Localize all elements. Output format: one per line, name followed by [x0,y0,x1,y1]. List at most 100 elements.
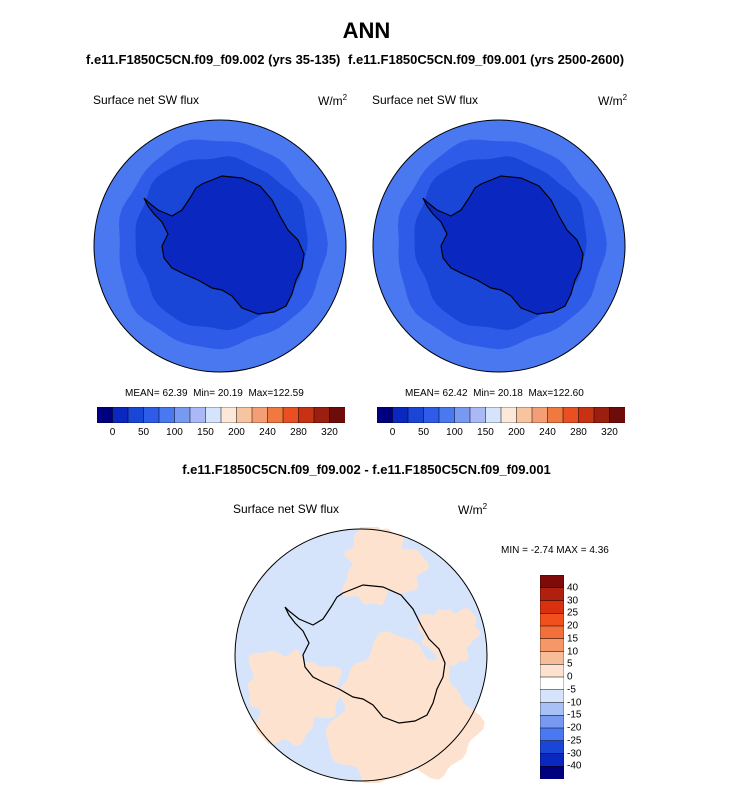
colorbar-swatch [158,407,176,423]
colorbar-tick-label: 150 [477,427,494,438]
coastline [284,584,446,724]
colorbar-swatch [485,407,502,423]
colorbar-swatch [438,407,456,423]
positive-region-south [326,631,485,783]
map-border [372,119,626,373]
colorbar-diff-ticks: 40 30 25 20 15 10 5 0 -5 -10 -15 -20 -25 -30 -40 [567,575,607,779]
case-title-right: f.e11.F1850C5CN.f09_f09.001 (yrs 2500-26… [348,52,625,67]
colorbar-swatch [540,753,564,767]
colorbar-swatch [500,407,518,423]
max-value: 122.59 [273,388,304,399]
colorbar-swatch [540,625,564,640]
panel-diff-variable: Surface net SW flux [233,502,340,516]
coastline [422,175,584,315]
main-title: ANN [342,18,391,43]
colorbar-swatch [220,407,238,423]
case-title-left: f.e11.F1850C5CN.f09_f09.002 (yrs 35-135) [86,52,341,67]
colorbar-swatch [540,575,564,589]
colorbar-swatch [282,407,300,423]
colorbar-swatch [298,407,315,423]
colorbar-swatch [377,407,394,423]
min-value: 20.18 [497,388,523,399]
colorbar-swatch [593,407,611,423]
colorbar-swatch [540,715,564,729]
map-border [93,119,347,373]
coastline [143,175,305,315]
units-exponent: 2 [482,502,488,511]
diff-minmax: MIN = -2.74 MAX = 4.36 [501,545,609,556]
colorbar-swatch [540,664,564,678]
map-left [93,119,347,373]
colorbar-tick-label: 200 [228,427,245,438]
colorbar-swatch [540,638,564,653]
colorbar-tick-label: 100 [166,427,183,438]
colorbar-tick-label: 200 [508,427,525,438]
colorbar-swatch [329,407,345,423]
colorbar-swatch [407,407,425,423]
colorbar-swatch [540,651,564,665]
colorbar-left-ticks: 0 50 100 150 200 240 280 320 [97,427,345,441]
colorbar-tick-label: 40 [567,582,579,594]
colorbar-tick-label: 20 [567,620,579,632]
colorbar-tick-label: 30 [567,595,579,606]
mean-value: 62.39 [162,388,188,399]
units-exponent: 2 [622,93,628,102]
colorbar-tick-label: 240 [539,427,556,438]
colorbar-swatch [112,407,129,423]
colorbar-swatch [540,613,564,627]
colorbar-tick-label: -10 [567,697,582,708]
colorbar-swatch [547,407,564,423]
colorbar-swatch [236,407,253,423]
colorbar-tick-label: 0 [567,671,573,683]
colorbar-tick-label: -40 [567,760,582,772]
colorbar-swatch [540,740,564,755]
colorbar-swatch [609,407,625,423]
colorbar-tick-label: 150 [197,427,214,438]
colorbar-swatch [143,407,160,423]
colorbar-diff [540,575,564,779]
colorbar-tick-label: -20 [567,722,582,734]
stats-right: MEAN= 62.42 Min= 20.18 Max=122.60 [405,388,584,399]
colorbar-tick-label: -5 [567,684,576,696]
mean-label: MEAN= [405,388,440,399]
colorbar-tick-label: 15 [567,633,579,645]
colorbar-tick-label: 0 [389,427,396,438]
max-label: Max= [248,388,274,399]
colorbar-tick-label: 280 [570,427,587,438]
panel-right-units: W/m2 [598,93,627,108]
max-value: 122.60 [553,388,584,399]
map-right [372,119,626,373]
colorbar-tick-label: 240 [259,427,276,438]
colorbar-tick-label: -30 [567,748,582,759]
colorbar-swatch [540,600,564,614]
min-value: 20.19 [217,388,243,399]
colorbar-swatch [97,407,114,423]
colorbar-swatch [540,766,564,779]
colorbar-tick-label: 100 [446,427,463,438]
units-text: W/m [318,94,343,108]
panel-left-variable: Surface net SW flux [93,93,200,107]
panel-left-units: W/m2 [318,93,347,108]
colorbar-swatch [540,587,564,602]
units-text: W/m [598,94,623,108]
colorbar-tick-label: -25 [567,735,582,747]
antarctica-region [144,176,304,314]
map-border [234,528,488,782]
colorbar-swatch [313,407,331,423]
units-text: W/m [458,503,483,517]
colorbar-swatch [469,407,487,423]
colorbar-swatch [578,407,595,423]
panel-right-variable: Surface net SW flux [372,93,479,107]
colorbar-swatch [267,407,284,423]
colorbar-swatch [540,702,564,716]
colorbar-tick-label: 25 [567,607,579,619]
colorbar-swatch [454,407,471,423]
colorbar-swatch [531,407,549,423]
colorbar-swatch [540,727,564,742]
colorbar-swatch [127,407,145,423]
colorbar-swatch [251,407,269,423]
colorbar-swatch [205,407,222,423]
min-label: Min= [473,388,496,399]
map-diff [234,527,488,783]
positive-region-east [417,608,481,669]
